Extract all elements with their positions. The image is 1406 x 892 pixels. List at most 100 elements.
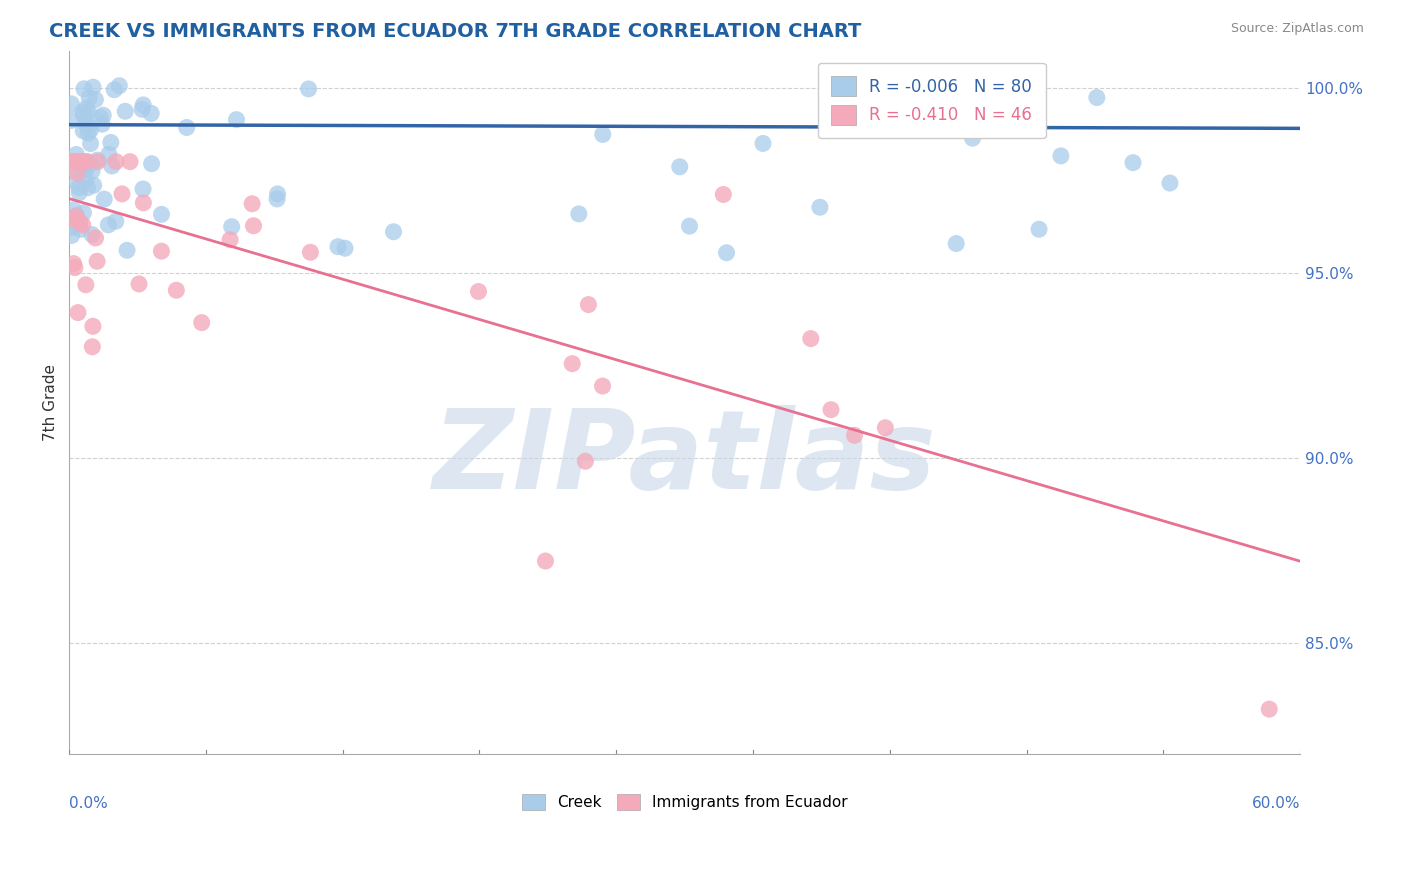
Point bbox=[150, 207, 173, 221]
Point bbox=[73, 82, 96, 96]
Point bbox=[62, 257, 84, 271]
Point bbox=[108, 78, 131, 93]
Point bbox=[75, 277, 97, 292]
Point bbox=[100, 136, 122, 150]
Point bbox=[592, 379, 614, 393]
Point bbox=[752, 136, 775, 151]
Point bbox=[66, 166, 89, 180]
Point bbox=[574, 454, 596, 468]
Point bbox=[141, 157, 163, 171]
Text: ZIPatlas: ZIPatlas bbox=[433, 405, 936, 512]
Point bbox=[76, 119, 98, 133]
Point bbox=[65, 208, 87, 222]
Text: 60.0%: 60.0% bbox=[1251, 796, 1301, 811]
Point bbox=[1028, 222, 1050, 236]
Point bbox=[62, 154, 84, 169]
Point bbox=[75, 101, 97, 115]
Point bbox=[75, 115, 97, 129]
Point bbox=[83, 178, 105, 193]
Point bbox=[592, 128, 614, 142]
Point bbox=[69, 154, 91, 169]
Point bbox=[77, 126, 100, 140]
Point bbox=[326, 240, 349, 254]
Point bbox=[60, 96, 83, 111]
Text: Source: ZipAtlas.com: Source: ZipAtlas.com bbox=[1230, 22, 1364, 36]
Point bbox=[711, 187, 734, 202]
Point bbox=[65, 154, 87, 169]
Point bbox=[82, 80, 104, 95]
Point bbox=[1085, 90, 1108, 104]
Point bbox=[165, 283, 187, 297]
Point bbox=[80, 227, 103, 242]
Point bbox=[668, 160, 690, 174]
Point bbox=[844, 428, 866, 442]
Point bbox=[66, 305, 89, 319]
Point bbox=[84, 231, 107, 245]
Point bbox=[114, 104, 136, 119]
Point bbox=[561, 357, 583, 371]
Point bbox=[60, 154, 83, 169]
Point bbox=[221, 219, 243, 234]
Point bbox=[72, 124, 94, 138]
Point bbox=[111, 186, 134, 201]
Point bbox=[67, 186, 90, 200]
Point bbox=[97, 147, 120, 161]
Point bbox=[84, 93, 107, 107]
Text: CREEK VS IMMIGRANTS FROM ECUADOR 7TH GRADE CORRELATION CHART: CREEK VS IMMIGRANTS FROM ECUADOR 7TH GRA… bbox=[49, 22, 862, 41]
Point bbox=[190, 316, 212, 330]
Point bbox=[150, 244, 173, 259]
Point bbox=[72, 206, 94, 220]
Point bbox=[86, 254, 108, 268]
Point bbox=[678, 219, 700, 233]
Point bbox=[240, 196, 263, 211]
Point bbox=[104, 214, 127, 228]
Point bbox=[576, 297, 599, 311]
Point bbox=[72, 154, 94, 169]
Point bbox=[266, 186, 288, 201]
Point bbox=[65, 147, 87, 161]
Point bbox=[104, 154, 127, 169]
Point bbox=[89, 111, 111, 125]
Point bbox=[60, 154, 83, 169]
Point bbox=[299, 245, 322, 260]
Point bbox=[176, 120, 198, 135]
Y-axis label: 7th Grade: 7th Grade bbox=[44, 364, 58, 441]
Point bbox=[79, 122, 101, 136]
Point bbox=[115, 244, 138, 258]
Point bbox=[534, 554, 557, 568]
Point bbox=[808, 200, 831, 214]
Point bbox=[60, 220, 83, 235]
Point bbox=[75, 173, 97, 187]
Point bbox=[945, 236, 967, 251]
Point bbox=[101, 159, 124, 173]
Point bbox=[66, 175, 89, 189]
Point bbox=[79, 136, 101, 151]
Point bbox=[62, 202, 84, 217]
Point bbox=[72, 108, 94, 122]
Point bbox=[87, 154, 110, 169]
Point bbox=[118, 154, 141, 169]
Point bbox=[1159, 176, 1181, 190]
Point bbox=[141, 106, 163, 120]
Legend: Creek, Immigrants from Ecuador: Creek, Immigrants from Ecuador bbox=[516, 788, 853, 816]
Point bbox=[1258, 702, 1281, 716]
Point bbox=[91, 108, 114, 122]
Point bbox=[225, 112, 247, 127]
Point bbox=[266, 192, 288, 206]
Point bbox=[91, 117, 114, 131]
Point bbox=[70, 154, 93, 169]
Point bbox=[72, 104, 94, 119]
Point bbox=[93, 192, 115, 206]
Point bbox=[1122, 155, 1144, 169]
Point bbox=[77, 104, 100, 119]
Point bbox=[382, 225, 405, 239]
Point bbox=[242, 219, 264, 233]
Point bbox=[467, 285, 489, 299]
Point bbox=[63, 260, 86, 275]
Point bbox=[875, 421, 897, 435]
Point bbox=[962, 131, 984, 145]
Point bbox=[800, 332, 823, 346]
Point bbox=[82, 319, 104, 334]
Point bbox=[75, 154, 97, 169]
Point bbox=[60, 228, 83, 243]
